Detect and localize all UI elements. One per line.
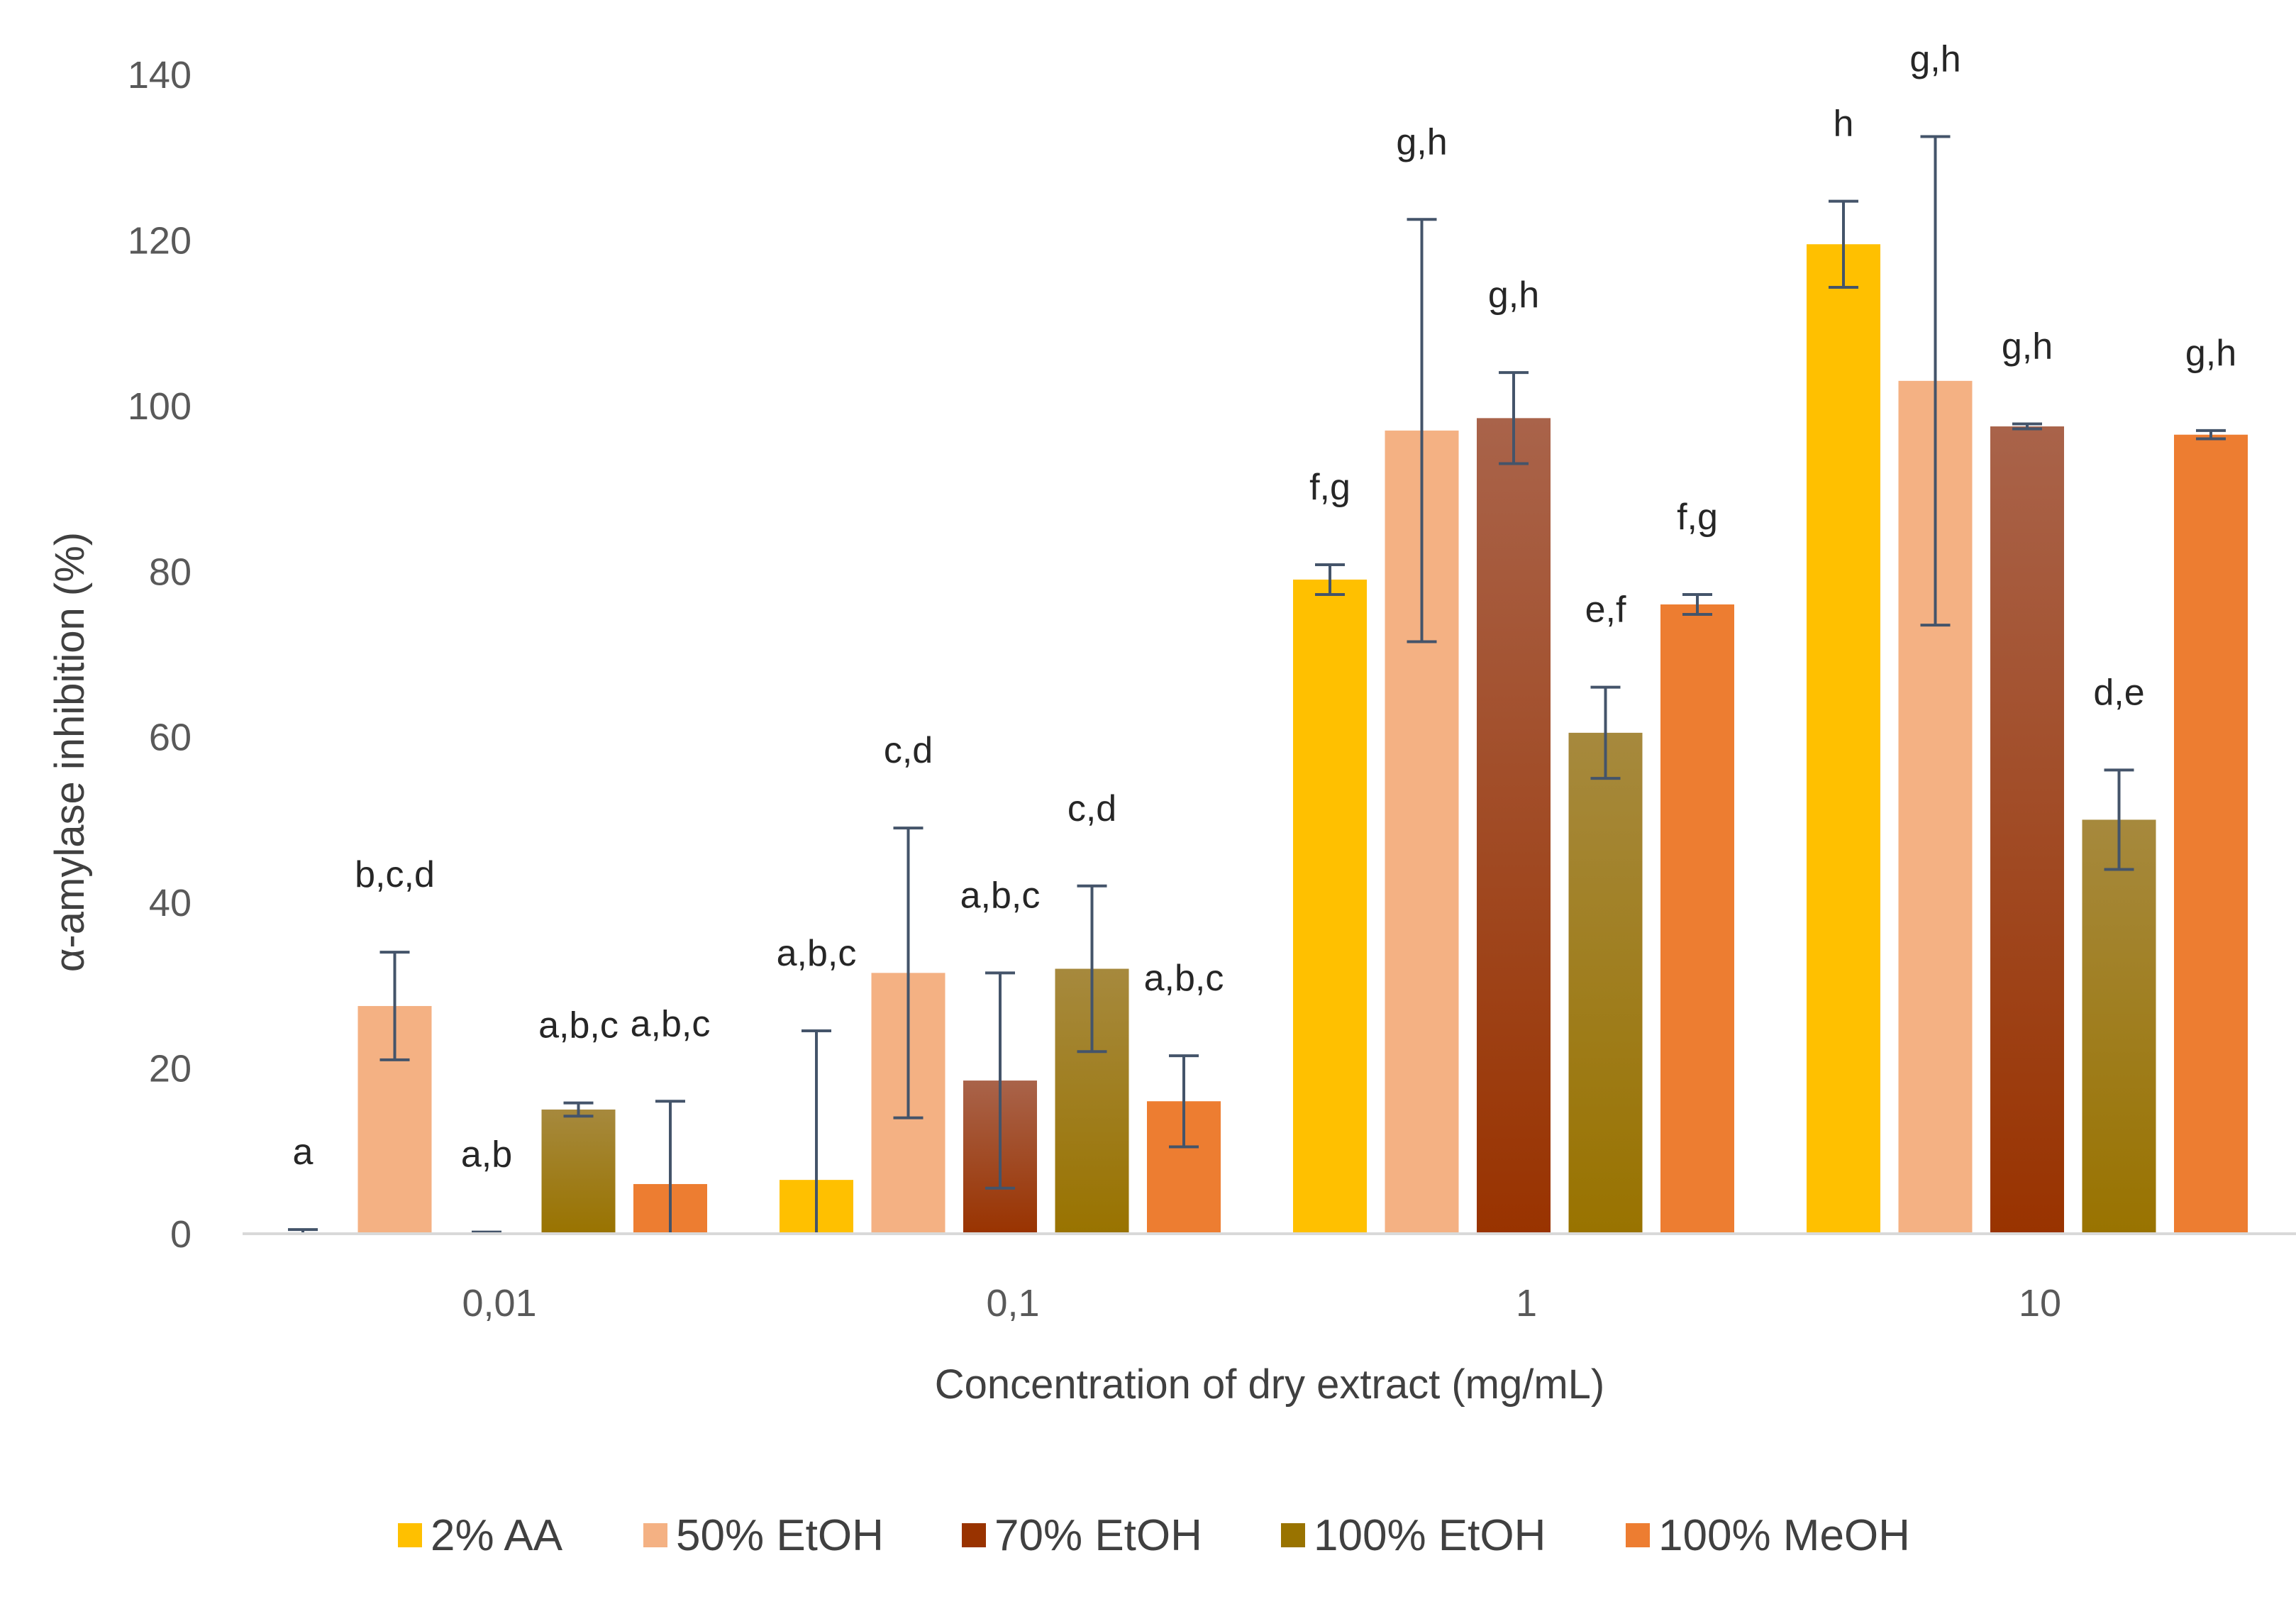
significance-label: a,b,c — [631, 1003, 711, 1044]
error-bar — [1077, 884, 1107, 1054]
y-axis-ticks: 0 20 40 60 80 100 120 140 — [128, 54, 192, 1256]
error-bar — [2104, 768, 2134, 871]
significance-label: f,g — [1309, 467, 1351, 508]
legend-item[interactable]: 100% MeOH — [1626, 1511, 1910, 1560]
error-bar — [379, 951, 410, 1061]
legend[interactable]: 2% AA 50% EtOH 70% EtOH 100% EtOH 100% MeOH — [398, 1511, 1910, 1560]
legend-swatch — [643, 1523, 667, 1547]
bar — [1568, 732, 1643, 1234]
y-tick-label: 0 — [170, 1213, 192, 1256]
bar — [541, 1109, 616, 1234]
significance-label: f,g — [1677, 497, 1718, 538]
significance-label: a,b,c — [777, 933, 857, 974]
legend-swatch — [1626, 1523, 1650, 1547]
significance-label: a — [293, 1132, 314, 1173]
x-tick-label: 10 — [2019, 1282, 2061, 1325]
error-bar — [1829, 199, 1858, 289]
legend-item[interactable]: 70% EtOH — [962, 1511, 1202, 1560]
legend-swatch — [398, 1523, 422, 1547]
bar — [1293, 579, 1367, 1234]
error-bar — [563, 1101, 594, 1118]
legend-label: 70% EtOH — [994, 1511, 1202, 1560]
significance-label: a,b,c — [1144, 958, 1224, 999]
legend-label: 50% EtOH — [676, 1511, 884, 1560]
bar — [1660, 604, 1734, 1234]
significance-label: g,h — [2185, 333, 2236, 374]
error-bar — [985, 971, 1015, 1190]
bars — [357, 244, 2248, 1234]
significance-labels: a b,c,d a,b a,b,c a,b,c a,b,c c,d a,b,c c,d a,b,c… — [293, 39, 2237, 1176]
y-axis-title: α-amylase inhibition (%) — [47, 532, 93, 972]
error-bars — [288, 135, 2226, 1235]
significance-label: g,h — [1909, 39, 1961, 80]
legend-item[interactable]: 100% EtOH — [1281, 1511, 1546, 1560]
legend-item[interactable]: 50% EtOH — [643, 1511, 884, 1560]
x-tick-label: 0,1 — [986, 1282, 1039, 1325]
y-tick-label: 20 — [149, 1048, 192, 1090]
significance-label: c,d — [1067, 788, 1116, 829]
significance-label: h — [1834, 104, 1854, 145]
legend-swatch — [962, 1523, 986, 1547]
x-axis-title: Concentration of dry extract (mg/mL) — [935, 1361, 1604, 1408]
legend-item[interactable]: 2% AA — [398, 1511, 563, 1560]
error-bar — [1169, 1054, 1199, 1149]
significance-label: e,f — [1585, 590, 1626, 631]
y-tick-label: 100 — [128, 385, 192, 428]
y-tick-label: 140 — [128, 54, 192, 96]
y-tick-label: 40 — [149, 882, 192, 924]
significance-label: g,h — [1396, 121, 1447, 162]
error-bar — [2012, 422, 2042, 431]
error-bar — [1499, 371, 1529, 465]
x-tick-label: 1 — [1516, 1282, 1537, 1325]
bar — [2174, 434, 2248, 1234]
bar — [1807, 244, 1880, 1234]
y-tick-label: 120 — [128, 219, 192, 262]
significance-label: g,h — [1488, 275, 1539, 316]
error-bar — [1682, 592, 1712, 616]
bar — [1477, 418, 1551, 1234]
significance-label: a,b — [461, 1134, 512, 1176]
significance-label: c,d — [884, 730, 933, 771]
significance-label: g,h — [2002, 326, 2053, 367]
error-bar — [893, 827, 924, 1120]
legend-label: 100% MeOH — [1658, 1511, 1910, 1560]
y-tick-label: 60 — [149, 717, 192, 759]
bar — [2082, 819, 2156, 1234]
significance-label: d,e — [2093, 672, 2144, 713]
error-bar — [1590, 685, 1621, 780]
significance-label: a,b,c — [538, 1005, 619, 1046]
x-tick-label: 0,01 — [462, 1282, 536, 1325]
legend-swatch — [1281, 1523, 1305, 1547]
error-bar — [1407, 218, 1437, 643]
x-axis-ticks: 0,01 0,1 1 10 — [462, 1282, 2061, 1325]
error-bar — [1920, 135, 1951, 627]
legend-label: 2% AA — [431, 1511, 563, 1560]
error-bar — [1315, 563, 1345, 596]
error-bar — [2196, 429, 2226, 441]
legend-label: 100% EtOH — [1314, 1511, 1546, 1560]
y-tick-label: 80 — [149, 551, 192, 593]
significance-label: a,b,c — [960, 875, 1041, 916]
significance-label: b,c,d — [355, 854, 435, 895]
bar — [1990, 426, 2064, 1234]
